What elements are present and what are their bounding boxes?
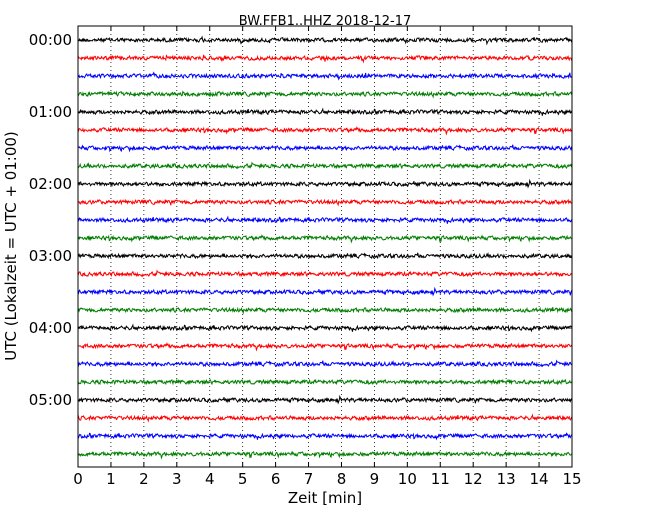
- x-tick-label-1: 1: [106, 470, 116, 488]
- plot-frame: [77, 25, 573, 468]
- x-tick-label-10: 10: [398, 470, 417, 488]
- x-axis: 0 1 2 3 4 5 6 7 8 9 10 11 12 13 14 15: [73, 26, 582, 488]
- x-tick-label-14: 14: [530, 470, 549, 488]
- trace-12: [77, 251, 573, 260]
- y-axis: 00:00 01:00 02:00 03:00 04:00 05:00: [29, 31, 572, 409]
- y-tick-label-4: 04:00: [29, 319, 72, 337]
- trace-5: [77, 126, 573, 136]
- trace-6: [77, 144, 573, 153]
- trace-16: [77, 323, 573, 333]
- trace-7: [77, 161, 573, 170]
- y-tick-label-0: 00:00: [29, 31, 72, 49]
- x-tick-label-15: 15: [562, 470, 581, 488]
- x-axis-label: Zeit [min]: [288, 489, 362, 507]
- x-tick-label-8: 8: [337, 470, 347, 488]
- trace-21: [77, 413, 573, 423]
- trace-20: [77, 394, 573, 405]
- trace-19: [77, 378, 573, 386]
- trace-11: [77, 234, 573, 244]
- x-tick-label-6: 6: [271, 470, 281, 488]
- trace-10: [77, 215, 573, 224]
- x-tick-label-7: 7: [304, 470, 314, 488]
- trace-1: [77, 54, 573, 64]
- vertical-grid: [110, 26, 540, 467]
- trace-9: [77, 198, 573, 207]
- trace-4: [77, 107, 573, 116]
- trace-14: [77, 286, 573, 297]
- trace-22: [77, 432, 573, 441]
- x-tick-label-12: 12: [464, 470, 483, 488]
- x-tick-label-4: 4: [205, 470, 215, 488]
- trace-2: [77, 71, 573, 81]
- y-tick-label-5: 05:00: [29, 391, 72, 409]
- trace-13: [77, 269, 573, 278]
- x-tick-label-5: 5: [238, 470, 248, 488]
- trace-23: [77, 450, 573, 460]
- trace-group: [77, 35, 573, 460]
- y-tick-label-3: 03:00: [29, 247, 72, 265]
- y-axis-label: UTC (Lokalzeit = UTC + 01:00): [2, 131, 20, 361]
- trace-18: [77, 359, 573, 368]
- trace-8: [77, 178, 573, 189]
- x-tick-label-3: 3: [172, 470, 182, 488]
- trace-15: [77, 306, 573, 315]
- x-tick-label-2: 2: [139, 470, 149, 488]
- x-tick-label-9: 9: [370, 470, 380, 488]
- trace-0: [77, 35, 573, 46]
- y-tick-label-2: 02:00: [29, 175, 72, 193]
- x-tick-label-13: 13: [497, 470, 516, 488]
- chart-title: BW.FFB1..HHZ 2018-12-17: [239, 14, 412, 29]
- x-tick-label-0: 0: [73, 470, 83, 488]
- trace-3: [77, 90, 573, 99]
- y-tick-label-1: 01:00: [29, 103, 72, 121]
- trace-17: [77, 342, 573, 352]
- x-tick-label-11: 11: [431, 470, 450, 488]
